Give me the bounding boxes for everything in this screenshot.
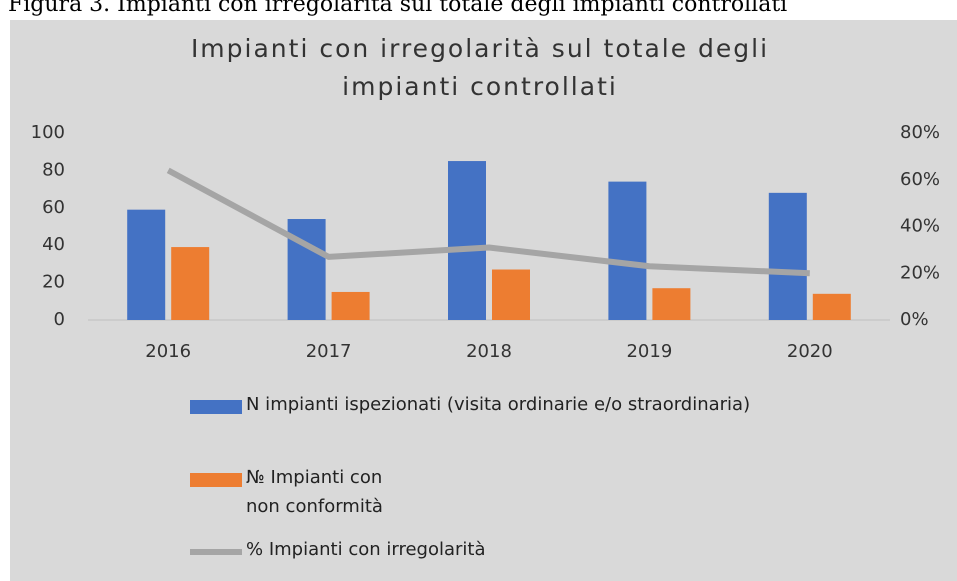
y2-tick-label: 60% xyxy=(900,169,940,190)
bar xyxy=(171,247,210,320)
legend-swatch xyxy=(190,473,242,487)
bar xyxy=(652,288,691,320)
bar xyxy=(812,293,851,320)
chart-title: Impianti con irregolarità sul totale deg… xyxy=(190,34,770,101)
legend-item: N impianti ispezionati (visita ordinarie… xyxy=(190,394,750,419)
legend-label: % Impianti con irregolarità xyxy=(246,539,486,560)
y-tick-label: 80 xyxy=(42,159,65,180)
legend-item: № Impianti con non conformità xyxy=(190,467,416,521)
y-tick-label: 100 xyxy=(31,122,65,143)
bar xyxy=(768,192,807,320)
y-tick-label: 20 xyxy=(42,272,65,293)
line xyxy=(166,167,810,277)
y-tick-label: 40 xyxy=(42,234,65,255)
y-tick-label: 60 xyxy=(42,197,65,218)
x-tick-label: 2017 xyxy=(306,341,352,362)
y2-tick-label: 80% xyxy=(900,122,940,143)
legend-label: № Impianti con non conformità xyxy=(246,467,383,517)
bar xyxy=(448,161,486,320)
y-tick-label: 0 xyxy=(54,309,65,330)
bar xyxy=(608,181,647,320)
bar xyxy=(127,209,166,320)
bar xyxy=(287,219,326,320)
y2-tick-label: 0% xyxy=(900,309,929,330)
legend-swatch xyxy=(190,549,242,555)
caption: Figura 3. Impianti con irregolarità sul … xyxy=(8,0,788,17)
legend-label: N impianti ispezionati (visita ordinarie… xyxy=(246,394,751,415)
legend-item: % Impianti con irregolarità xyxy=(190,539,485,564)
x-tick-label: 2019 xyxy=(626,341,672,362)
bar xyxy=(492,269,530,320)
x-tick-label: 2020 xyxy=(787,341,833,362)
y2-tick-label: 40% xyxy=(900,216,940,237)
legend-swatch xyxy=(190,400,242,414)
y2-tick-label: 20% xyxy=(900,262,940,283)
x-tick-label: 2016 xyxy=(145,341,191,362)
title-box: Impianti con irregolarità sul totale deg… xyxy=(190,34,770,101)
x-tick-label: 2018 xyxy=(466,341,512,362)
bar xyxy=(331,291,370,320)
